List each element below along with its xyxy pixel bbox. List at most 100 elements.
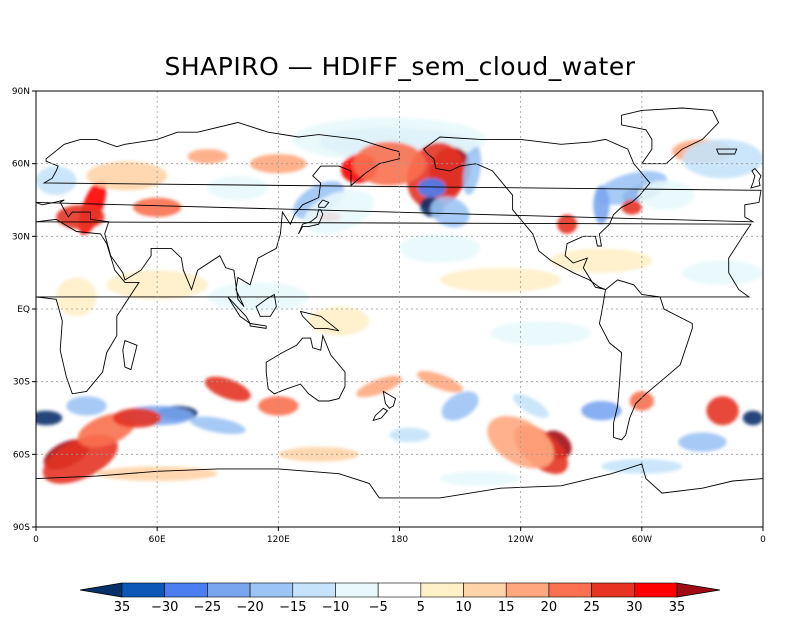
greenland-coast bbox=[621, 107, 720, 165]
colorbar-segment bbox=[377, 582, 422, 598]
anomaly-blob bbox=[742, 410, 763, 426]
anomaly-field bbox=[36, 117, 763, 486]
hokkaido-coast bbox=[318, 199, 330, 208]
colorbar: 35 −30 −25 −20 −15 −10 −5 5 10 15 20 25 30 35 bbox=[79, 582, 721, 615]
y-tick-label: 30N bbox=[12, 232, 30, 242]
anomaly-blob bbox=[356, 375, 403, 398]
anomaly-blob bbox=[512, 393, 549, 418]
colorbar-tick-label: −15 bbox=[279, 600, 306, 615]
anomaly-blob bbox=[399, 233, 481, 263]
anomaly-blob bbox=[189, 416, 246, 435]
anomaly-blob bbox=[678, 432, 727, 452]
anomaly-blob bbox=[463, 147, 482, 195]
colorbar-segment bbox=[207, 582, 251, 598]
antarctica-coast bbox=[36, 463, 763, 499]
anomaly-blob bbox=[550, 248, 652, 273]
colorbar-tick-label: −5 bbox=[369, 600, 388, 615]
eurasia-coast bbox=[36, 122, 762, 307]
anomaly-blob bbox=[106, 270, 208, 300]
colorbar-tick-label: 35 bbox=[114, 600, 131, 615]
madagascar-coast bbox=[122, 339, 138, 371]
anomaly-blob bbox=[187, 149, 228, 164]
colorbar-tick-label: 5 bbox=[417, 600, 425, 615]
x-tick-label: 120W bbox=[508, 535, 534, 545]
colorbar-tick-label: −25 bbox=[194, 600, 221, 615]
y-tick-label: 90S bbox=[13, 523, 30, 533]
colorbar-tick-label: 10 bbox=[455, 600, 472, 615]
anomaly-blob bbox=[207, 175, 269, 200]
anomaly-blob bbox=[308, 306, 370, 336]
coastlines bbox=[36, 107, 763, 499]
iceland-coast bbox=[715, 148, 738, 155]
colorbar-segment bbox=[420, 582, 464, 598]
colorbar-extend-high bbox=[676, 582, 721, 598]
colorbar-segment bbox=[164, 582, 208, 598]
x-tick-label: 0 bbox=[760, 535, 766, 545]
anomaly-blob bbox=[66, 396, 107, 416]
y-tick-label: 90N bbox=[12, 87, 30, 97]
colorbar-tick-label: 20 bbox=[541, 600, 558, 615]
chart-title: SHAPIRO — HDIFF_sem_cloud_water bbox=[164, 52, 636, 81]
colorbar-tick-label: 30 bbox=[626, 600, 643, 615]
anomaly-blob bbox=[490, 321, 592, 346]
anomaly-blob bbox=[258, 396, 299, 416]
colorbar-tick-label: −20 bbox=[236, 600, 263, 615]
south-america-coast bbox=[598, 279, 693, 441]
y-tick-label: 30S bbox=[13, 378, 30, 388]
colorbar-segment bbox=[505, 582, 550, 598]
colorbar-segment bbox=[634, 582, 678, 598]
colorbar-tick-label: 35 bbox=[669, 600, 686, 615]
anomaly-blob bbox=[417, 370, 463, 393]
anomaly-blob bbox=[557, 214, 578, 234]
anomaly-blob bbox=[112, 408, 162, 428]
y-tick-label: EQ bbox=[17, 305, 30, 315]
anomaly-blob bbox=[593, 185, 610, 225]
anomaly-blob bbox=[36, 410, 63, 426]
colorbar-segment bbox=[548, 582, 592, 598]
nz-north-coast bbox=[382, 390, 397, 409]
anomaly-blob bbox=[682, 260, 763, 285]
colorbar-tick-label: 15 bbox=[498, 600, 515, 615]
x-tick-label: 180 bbox=[391, 535, 408, 545]
anomaly-blob bbox=[441, 391, 479, 421]
anomaly-blob bbox=[417, 178, 446, 198]
colorbar-tick-label: −30 bbox=[151, 600, 178, 615]
x-tick-label: 0 bbox=[33, 535, 39, 545]
anomaly-blob bbox=[353, 141, 426, 186]
anomaly-blob bbox=[682, 139, 763, 179]
anomaly-blob bbox=[430, 196, 470, 228]
anomaly-blob bbox=[581, 401, 622, 421]
x-tick-label: 120E bbox=[267, 535, 290, 545]
anomaly-blob bbox=[439, 471, 521, 486]
colorbar-tick-label: 25 bbox=[583, 600, 600, 615]
anomaly-blob bbox=[249, 154, 307, 174]
colorbar-segment bbox=[292, 582, 336, 598]
anomaly-blob bbox=[36, 166, 77, 196]
britain-coast bbox=[750, 167, 762, 189]
y-tick-label: 60S bbox=[13, 450, 30, 460]
y-tick-label: 60N bbox=[12, 160, 30, 170]
anomaly-blob bbox=[621, 200, 642, 215]
nz-south-coast bbox=[372, 407, 389, 422]
java-coast bbox=[249, 322, 267, 329]
colorbar-tick-label: −10 bbox=[322, 600, 349, 615]
borneo-coast bbox=[255, 293, 277, 317]
y-axis-ticks: 90N 60N 30N EQ 30S 60S 90S bbox=[12, 87, 36, 533]
gridlines bbox=[36, 91, 763, 527]
anomaly-blob bbox=[56, 204, 105, 230]
anomaly-blob bbox=[389, 427, 430, 443]
colorbar-segment bbox=[463, 582, 507, 598]
colorbar-segment bbox=[335, 582, 379, 598]
new-guinea-coast bbox=[299, 310, 340, 332]
north-america-coast bbox=[423, 136, 651, 291]
colorbar-segment bbox=[249, 582, 294, 598]
anomaly-blob bbox=[278, 447, 360, 462]
colorbar-extend-low bbox=[79, 582, 123, 598]
anomaly-blob bbox=[42, 434, 118, 484]
anomaly-blob bbox=[96, 466, 218, 482]
colorbar-segment bbox=[121, 582, 165, 598]
x-tick-label: 60E bbox=[149, 535, 166, 545]
anomaly-blob bbox=[706, 396, 739, 426]
africa-coast bbox=[36, 218, 752, 395]
